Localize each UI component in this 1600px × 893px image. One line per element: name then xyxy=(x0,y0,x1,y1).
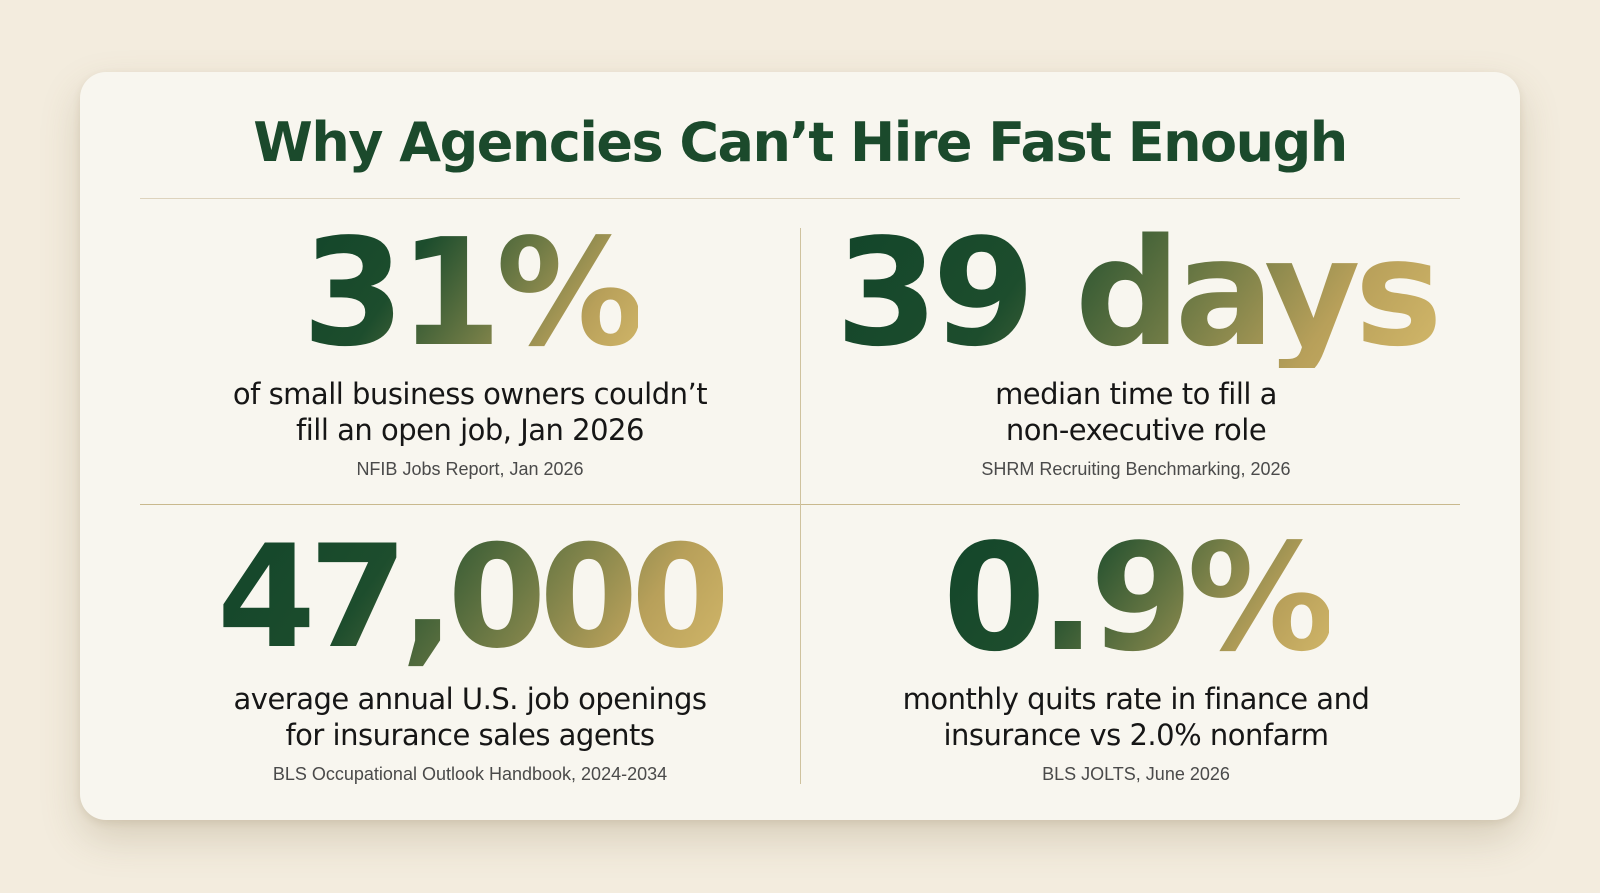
stat-description-line: monthly quits rate in finance and xyxy=(902,682,1370,716)
stat-job-openings: 47,000 average annual U.S. job openings … xyxy=(140,523,800,785)
stat-source: BLS JOLTS, June 2026 xyxy=(1042,764,1230,784)
stat-description-line: insurance vs 2.0% nonfarm xyxy=(943,718,1329,752)
stat-description: monthly quits rate in finance and insura… xyxy=(806,681,1466,753)
page-title: Why Agencies Can’t Hire Fast Enough xyxy=(253,111,1348,174)
stat-time-to-fill: 39 days median time to fill a non-execut… xyxy=(806,218,1466,480)
title-divider xyxy=(140,198,1460,199)
stat-value: 31% xyxy=(301,207,644,379)
stat-value: 39 days xyxy=(835,207,1442,379)
stat-description-line: of small business owners couldn’t xyxy=(232,377,708,411)
stat-source: BLS Occupational Outlook Handbook, 2024-… xyxy=(272,764,668,784)
stat-description: median time to fill a non-executive role xyxy=(806,376,1466,448)
stat-quits-rate: 0.9% monthly quits rate in finance and i… xyxy=(806,523,1466,785)
stat-description-line: median time to fill a xyxy=(995,377,1277,411)
stat-description-line: non-executive role xyxy=(1005,413,1267,447)
stat-description: average annual U.S. job openings for ins… xyxy=(140,681,800,753)
stat-small-business-unfilled: 31% of small business owners couldn’t fi… xyxy=(140,218,800,480)
stat-value: 0.9% xyxy=(942,512,1335,684)
stat-description-line: for insurance sales agents xyxy=(285,718,655,752)
stat-source: NFIB Jobs Report, Jan 2026 xyxy=(356,459,584,479)
stat-source: SHRM Recruiting Benchmarking, 2026 xyxy=(981,459,1291,479)
stat-value: 47,000 xyxy=(217,515,730,680)
stat-description-line: fill an open job, Jan 2026 xyxy=(296,413,644,447)
column-divider xyxy=(800,228,801,784)
stat-description: of small business owners couldn’t fill a… xyxy=(140,376,800,448)
stat-description-line: average annual U.S. job openings xyxy=(233,682,707,716)
